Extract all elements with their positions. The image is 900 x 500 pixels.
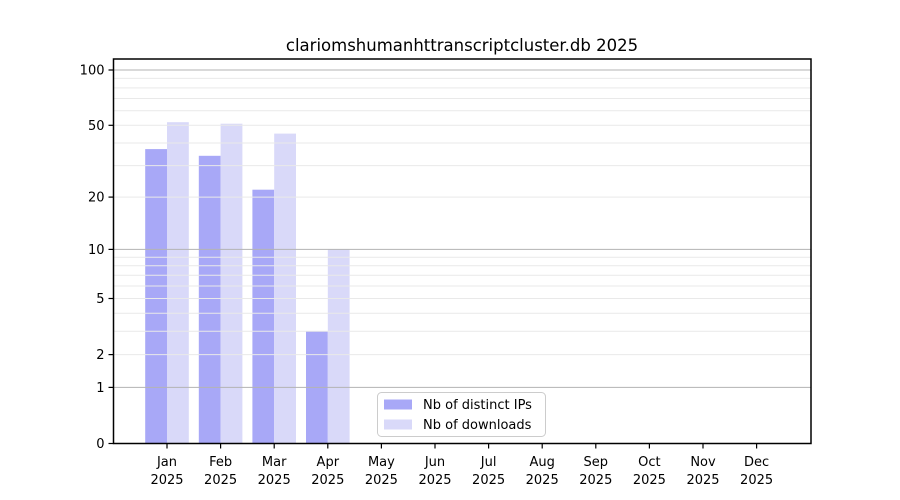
x-tick-label-year-jun: 2025 — [418, 473, 451, 488]
y-tick-label-20: 20 — [88, 191, 105, 206]
x-tick-label-month-dec: Dec — [744, 455, 769, 470]
chart-title: clariomshumanhttranscriptcluster.db 2025 — [286, 36, 638, 55]
y-tick-label-100: 100 — [80, 64, 105, 79]
bar-ips-feb — [198, 155, 221, 444]
x-tick-label-month-aug: Aug — [530, 455, 555, 470]
bar-ips-mar — [252, 189, 275, 444]
x-tick-label-year-jan: 2025 — [150, 473, 183, 488]
x-tick-label-year-dec: 2025 — [740, 473, 773, 488]
x-tick-label-month-sep: Sep — [584, 455, 609, 470]
axes-layer: 0 1 2 5 10 20 50 100 Jan 2025 Feb 2025 Mar 2025 Apr 202… — [80, 58, 812, 488]
y-tick-label-10: 10 — [88, 243, 105, 258]
x-tick-label-year-sep: 2025 — [579, 473, 612, 488]
y-tick-label-1: 1 — [96, 381, 104, 396]
bar-downloads-mar — [274, 133, 296, 444]
legend-swatch-downloads — [384, 419, 412, 430]
x-tick-label-year-jul: 2025 — [472, 473, 505, 488]
x-tick-label-month-nov: Nov — [690, 455, 716, 470]
x-tick-label-month-feb: Feb — [209, 455, 232, 470]
bar-ips-jan — [145, 149, 167, 444]
bar-downloads-apr — [327, 249, 350, 444]
x-tick-label-year-nov: 2025 — [686, 473, 719, 488]
legend-swatch-distinct-ips — [384, 399, 412, 410]
legend-box — [377, 392, 546, 437]
y-tick-label-5: 5 — [96, 292, 104, 307]
gridlines-layer — [113, 69, 811, 388]
bar-downloads-jan — [167, 122, 189, 444]
legend: Nb of distinct IPs Nb of downloads — [377, 392, 546, 437]
plot-frame — [112, 58, 812, 445]
x-tick-label-month-jul: Jul — [480, 455, 497, 470]
x-tick-label-year-may: 2025 — [365, 473, 398, 488]
x-tick-label-month-jun: Jun — [424, 455, 445, 470]
x-tick-label-year-aug: 2025 — [526, 473, 559, 488]
x-tick-label-month-may: May — [368, 455, 395, 470]
x-tick-label-year-feb: 2025 — [204, 473, 237, 488]
x-tick-label-year-apr: 2025 — [311, 473, 344, 488]
y-tick-label-50: 50 — [88, 119, 105, 134]
x-tick-label-month-oct: Oct — [638, 455, 660, 470]
y-tick-label-0: 0 — [96, 437, 104, 452]
x-tick-label-year-mar: 2025 — [258, 473, 291, 488]
legend-label-downloads: Nb of downloads — [423, 418, 532, 433]
x-tick-label-month-apr: Apr — [317, 455, 340, 470]
legend-label-distinct-ips: Nb of distinct IPs — [423, 398, 532, 413]
y-tick-label-2: 2 — [96, 348, 104, 363]
bar-downloads-feb — [220, 123, 243, 444]
bars-layer — [145, 122, 350, 444]
x-tick-label-year-oct: 2025 — [633, 473, 666, 488]
x-tick-label-month-mar: Mar — [262, 455, 287, 470]
x-tick-label-month-jan: Jan — [156, 455, 177, 470]
